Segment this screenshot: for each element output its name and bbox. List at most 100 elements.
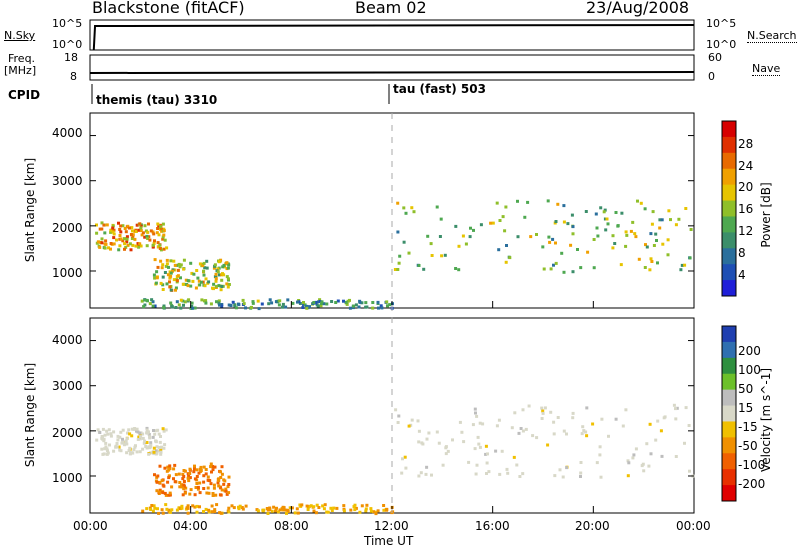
power-cell-evening-arc [393,268,397,271]
velocity-cell-evening-arc [599,475,603,479]
power-cell-mid-range-patch [203,266,207,270]
power-cell-near-range-band [142,305,146,309]
velocity-cell-mid-range-patch [202,465,206,469]
power-cell-near-range-band [204,299,208,303]
power-cell-mid-range-patch [154,281,158,285]
velocity-cell-morning-arc [135,427,139,431]
power-cell-near-range-band [217,299,221,303]
power-cell-near-range-band [191,306,195,310]
velocity-cell-morning-arc [159,448,163,452]
power-cell-morning-arc [147,222,150,226]
power-cell-morning-arc [112,228,116,232]
power-cell-morning-arc [123,242,127,246]
velocity-cell-mid-range-patch [167,493,171,497]
velocity-cell-morning-arc [112,430,116,434]
power-cell-near-range-band [162,306,166,310]
power-cell-near-range-band [227,303,231,307]
velocity-cell-evening-arc [510,426,514,430]
power-cell-mid-range-patch [220,278,224,282]
velocity-cell-morning-arc [159,435,162,438]
velocity-cell-evening-arc [497,418,501,422]
vel-cb-tick-m200: -200 [738,477,766,491]
velocity-cell-morning-arc [147,445,151,449]
velocity-cell-morning-arc [137,435,141,439]
velocity-cell-evening-arc [580,432,584,436]
power-cell-near-range-band [336,299,340,303]
nsearch-tick-top: 10^5 [706,17,737,30]
velocity-cell-morning-arc [164,428,168,432]
velocity-cell-mid-range-patch [222,478,226,482]
velocity-cell-mid-range-patch [195,475,199,478]
power-cell-near-range-band [278,299,282,303]
power-cell-mid-range-patch [196,276,200,280]
power-cell-mid-range-patch [191,279,195,283]
power-cell-near-range-band [379,304,383,308]
velocity-cell-near-range-band [314,511,318,515]
power-cell-morning-arc [134,244,138,248]
power-cell-morning-arc [135,223,139,227]
velocity-cell-mid-range-patch [193,467,196,471]
velocity-cell-evening-arc [556,416,560,419]
power-colorbar-swatch [722,168,736,186]
power-cell-mid-range-patch [172,278,176,282]
power-cell-morning-arc [161,237,165,241]
velocity-cell-evening-arc [591,422,595,426]
velocity-cell-near-range-band [141,509,145,513]
velocity-cell-evening-arc [659,429,663,433]
velocity-cell-mid-range-patch [209,462,213,466]
power-cell-mid-range-patch [174,286,178,290]
velocity-cell-morning-arc [163,443,167,447]
colorbar-frame [721,325,737,502]
power-cell-evening-arc [548,240,552,244]
velocity-colorbar-swatch [722,326,736,343]
power-cell-near-range-band [190,304,194,308]
power-cb-tick-12: 12 [738,224,754,238]
velocity-cell-morning-arc [117,445,121,449]
velocity-cell-evening-arc [552,420,556,424]
velocity-cell-mid-range-patch [196,487,200,491]
velocity-cell-evening-arc [495,424,499,428]
velocity-cell-evening-arc [660,454,664,458]
power-colorbar-swatch [722,184,736,202]
nave-tick-top: 60 [708,51,722,64]
power-cell-evening-arc [396,201,400,205]
velocity-cell-near-range-band [382,504,386,507]
velocity-cell-mid-range-patch [177,472,181,476]
power-cell-mid-range-patch [220,285,224,288]
power-cell-evening-arc [571,225,575,229]
velocity-cell-near-range-band [152,504,156,508]
velocity-cell-mid-range-patch [211,492,215,495]
power-cell-morning-arc [109,228,113,232]
velocity-cell-morning-arc [152,446,156,450]
power-cell-evening-arc [398,254,402,258]
power-cell-mid-range-patch [214,284,218,288]
velocity-cell-mid-range-patch [218,493,222,497]
vel-cb-tick-m100: -100 [738,458,766,472]
power-cell-evening-arc [613,242,617,245]
velocity-cell-mid-range-patch [202,487,206,490]
velocity-cell-morning-arc [96,428,100,432]
velocity-cell-evening-arc [634,447,638,451]
power-cell-mid-range-patch [169,259,173,263]
velocity-cell-evening-arc [416,419,420,423]
velocity-cell-morning-arc [109,434,113,438]
velocity-cell-evening-arc [403,455,407,459]
power-cell-near-range-band [330,300,334,303]
velocity-cell-evening-arc [521,408,525,412]
velocity-cell-morning-arc [152,429,155,432]
velocity-cell-evening-arc [417,440,421,444]
power-cell-near-range-band [270,301,274,305]
velocity-cell-mid-range-patch [207,491,211,495]
power-cell-mid-range-patch [214,277,218,281]
velocity-cell-near-range-band [191,504,195,508]
power-cell-mid-range-patch [169,274,173,278]
velocity-cell-morning-arc [105,429,109,433]
velocity-cell-mid-range-patch [158,488,162,492]
power-cell-evening-arc [633,232,637,236]
power-cell-morning-arc [157,233,161,237]
power-cell-morning-arc [155,231,159,235]
velocity-cell-near-range-band [285,511,288,515]
power-cell-mid-range-patch [156,265,160,269]
velocity-cell-mid-range-patch [220,465,224,469]
power-cell-morning-arc [141,231,145,235]
